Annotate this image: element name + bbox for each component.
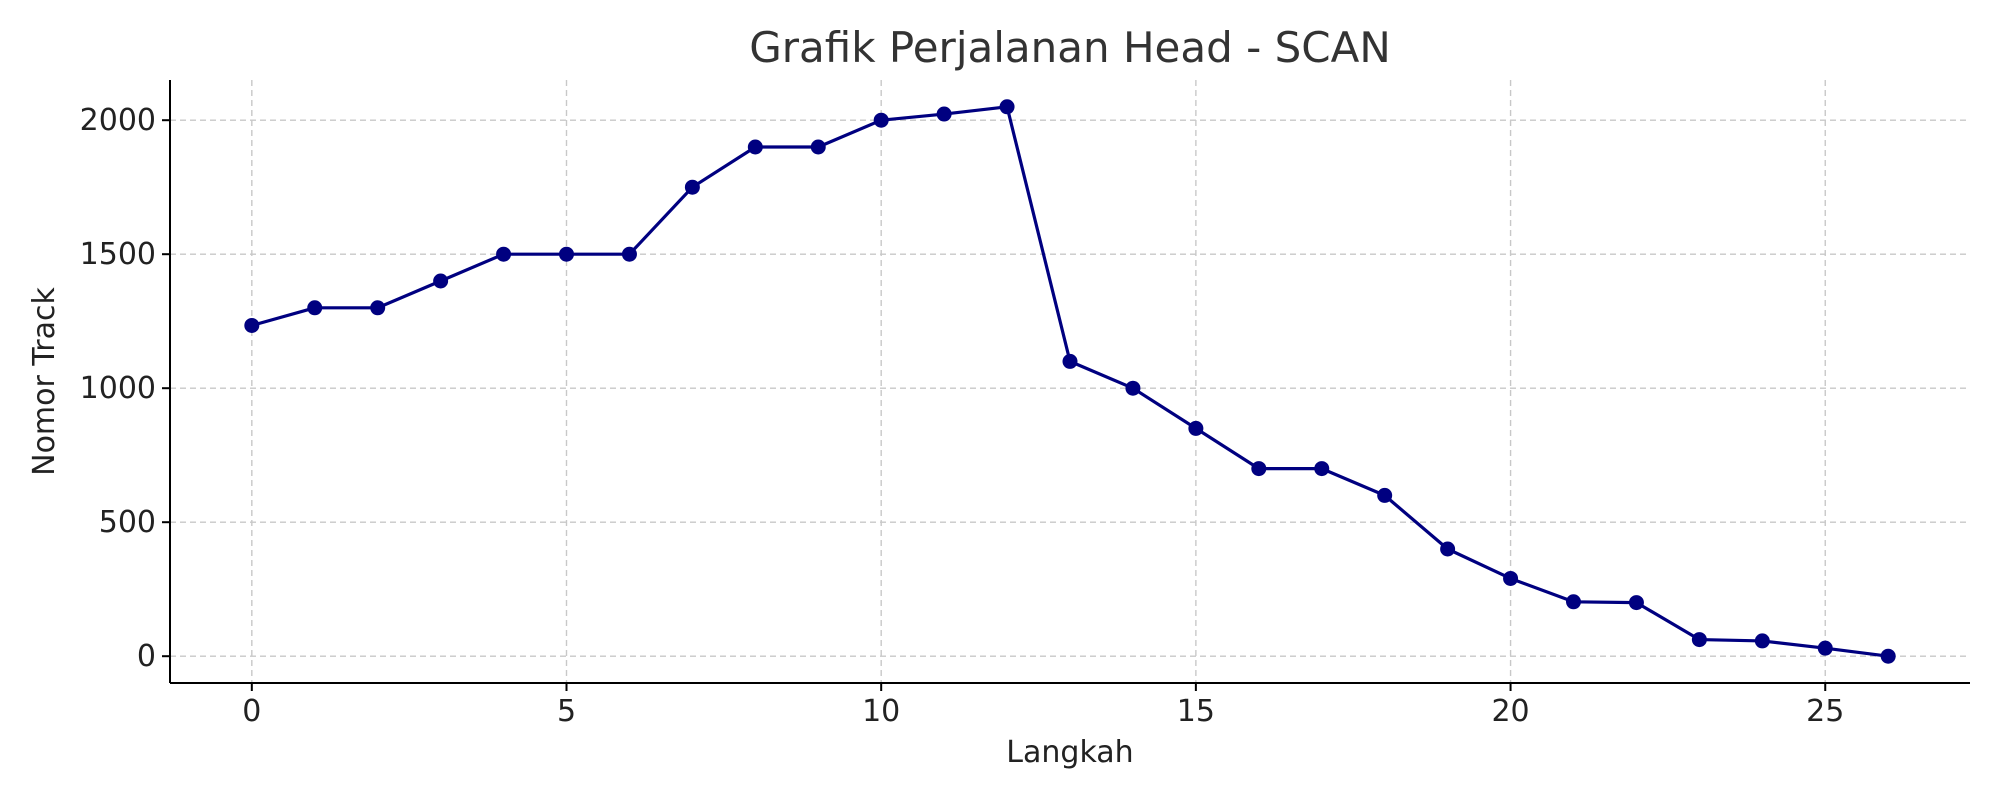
data-point <box>496 246 512 262</box>
data-point <box>1125 380 1141 396</box>
y-axis-label: Nomor Track <box>27 287 62 476</box>
data-point <box>999 99 1015 115</box>
data-point <box>1314 461 1330 477</box>
data-point <box>810 139 826 155</box>
data-point <box>1565 594 1581 610</box>
data-point <box>1503 570 1519 586</box>
axes-layer <box>169 80 1970 684</box>
data-point <box>1754 633 1770 649</box>
data-point <box>747 139 763 155</box>
data-point <box>936 106 952 122</box>
data-point <box>559 246 575 262</box>
chart-title: Grafik Perjalanan Head - SCAN <box>749 23 1391 72</box>
data-point <box>370 300 386 316</box>
x-tick-label: 20 <box>1491 694 1529 729</box>
data-point <box>244 317 260 333</box>
x-tick-label: 0 <box>242 694 261 729</box>
y-tick-label: 2000 <box>80 103 156 138</box>
data-point <box>1062 353 1078 369</box>
x-tick-label: 5 <box>557 694 576 729</box>
data-point <box>1440 541 1456 557</box>
x-tick-label: 25 <box>1806 694 1844 729</box>
x-tick-label: 15 <box>1177 694 1215 729</box>
data-point <box>873 112 889 128</box>
data-point <box>1188 420 1204 436</box>
grid-layer <box>170 80 1970 683</box>
data-point <box>1817 640 1833 656</box>
data-point <box>684 179 700 195</box>
y-tick-label: 500 <box>99 505 156 540</box>
y-tick-label: 1500 <box>80 237 156 272</box>
ticks-layer: 0 5 10 15 20 25 0 500 1000 1500 2000 <box>80 103 1845 729</box>
data-point <box>1377 487 1393 503</box>
data-point <box>1880 648 1896 664</box>
y-tick-label: 1000 <box>80 371 156 406</box>
data-point <box>1628 595 1644 611</box>
data-point <box>1251 461 1267 477</box>
series-line <box>250 105 1890 658</box>
series-layer <box>244 99 1896 664</box>
x-tick-label: 10 <box>862 694 900 729</box>
data-point <box>307 300 323 316</box>
y-tick-label: 0 <box>137 639 156 674</box>
data-point <box>433 273 449 289</box>
x-axis-label: Langkah <box>1006 735 1133 770</box>
data-point <box>1691 632 1707 648</box>
data-point <box>621 246 637 262</box>
